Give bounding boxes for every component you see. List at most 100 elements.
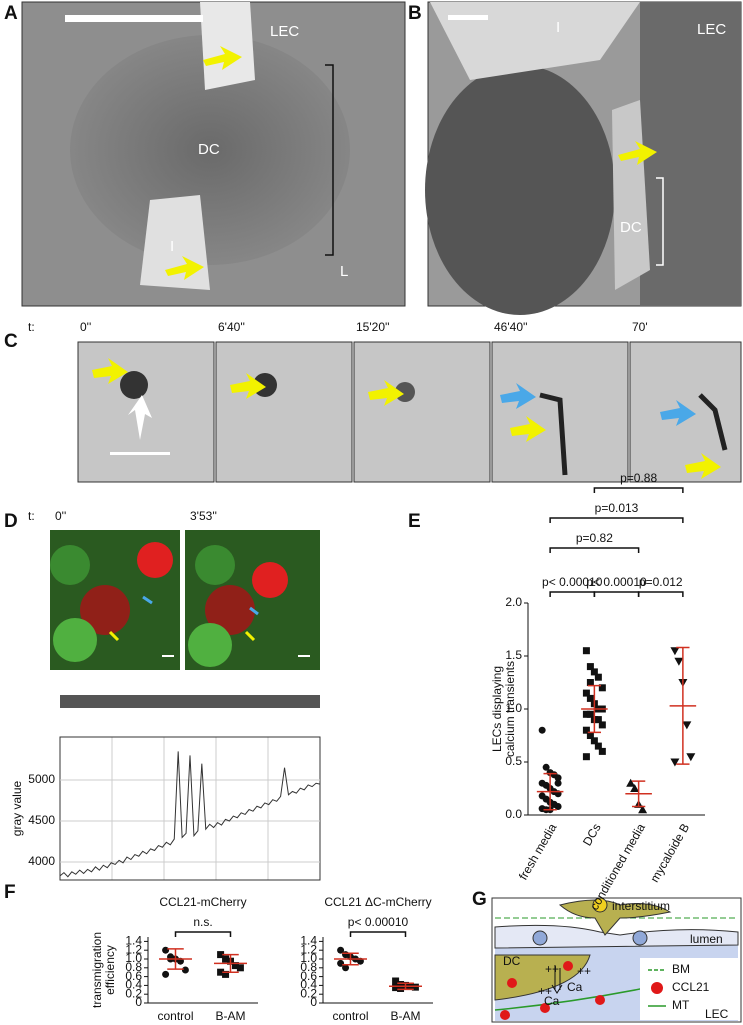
bracket	[593, 487, 684, 493]
plot-frame	[59, 736, 321, 881]
bracket	[549, 517, 684, 523]
point	[236, 964, 244, 972]
time-prefix: t:	[28, 320, 35, 334]
point	[686, 753, 696, 762]
x-tick-label: control	[157, 1009, 193, 1023]
panel-label: G	[472, 889, 487, 910]
y-axis-label: calcium transients	[503, 661, 517, 757]
point	[582, 689, 590, 697]
time-label: 6'40''	[218, 320, 245, 334]
line	[59, 751, 321, 878]
x-tick-label: control	[332, 1009, 368, 1023]
annotation: lumen	[690, 932, 723, 946]
y-tick-label: 1.2	[125, 942, 142, 956]
y-tick-label: 0.4	[300, 978, 317, 992]
annotation: CCL21	[672, 980, 710, 994]
point	[586, 710, 594, 718]
point	[594, 673, 602, 681]
x-tick-label: DCs	[580, 821, 604, 848]
y-tick-label: 0.8	[125, 960, 142, 974]
schematic	[491, 897, 742, 1023]
point	[674, 657, 684, 666]
gap	[140, 195, 210, 290]
panel-label: B	[408, 3, 422, 24]
point	[594, 742, 602, 750]
arrows	[165, 46, 657, 280]
p-value: p< 0.00010	[542, 575, 603, 589]
point	[542, 763, 550, 771]
annotation: interstitium	[612, 899, 670, 913]
annotation: L	[340, 263, 348, 280]
point	[586, 663, 594, 671]
cell	[70, 35, 350, 265]
point	[630, 784, 640, 792]
y-tick-label: 0.4	[125, 978, 142, 992]
p-value: p< 0.00010	[586, 575, 647, 589]
y-tick-label: 1.5	[505, 648, 522, 662]
annotation: DC	[620, 219, 642, 236]
gap	[200, 2, 255, 90]
point	[582, 710, 590, 718]
annotation: MT	[672, 998, 690, 1012]
bracket	[549, 547, 640, 553]
annotation: I	[170, 238, 174, 255]
fluorescence	[50, 530, 320, 708]
annotation: LEC	[697, 21, 726, 38]
point	[582, 647, 590, 655]
annotation: Ca	[567, 980, 583, 994]
bracket	[656, 177, 664, 266]
error-bar	[543, 772, 557, 811]
x-tick-label: B-AM	[391, 1009, 421, 1023]
panel-label: D	[4, 511, 18, 532]
p-value: p=0.82	[576, 531, 613, 545]
x-tick-label: fresh media	[516, 821, 560, 883]
annotation: I	[556, 19, 560, 36]
p-value: p=0.88	[620, 471, 657, 485]
annotation: BM	[672, 962, 690, 976]
y-tick-label: 2.0	[505, 595, 522, 609]
bracket	[549, 591, 596, 597]
point	[594, 716, 602, 724]
point	[626, 778, 636, 787]
x-tick-label: mycaloide B	[647, 821, 692, 885]
cell	[640, 2, 741, 306]
chart-title: CCL21 ΔC-mCherry	[324, 895, 431, 909]
bracket	[325, 64, 334, 256]
y-tick-label: 1.2	[300, 942, 317, 956]
point	[222, 955, 230, 963]
point	[682, 721, 692, 730]
time-prefix: t:	[28, 509, 35, 523]
point	[670, 758, 680, 767]
point	[670, 647, 680, 656]
point	[162, 970, 170, 978]
y-axis-label: transmigration	[90, 932, 104, 1008]
error-bar	[676, 646, 690, 765]
annotation: ++	[545, 962, 559, 976]
time-label: 3'53''	[190, 509, 217, 523]
point	[181, 966, 189, 974]
p-value: p< 0.00010	[348, 915, 409, 929]
error-bar	[342, 952, 359, 966]
y-tick-label: 0.6	[300, 969, 317, 983]
scale-bar	[448, 15, 488, 20]
point	[538, 726, 546, 734]
timelapse	[77, 341, 742, 483]
arrows	[92, 358, 721, 479]
y-tick-label: 0.2	[300, 986, 317, 1000]
error-bar	[631, 780, 646, 808]
y-tick-label: 1.0	[505, 701, 522, 715]
panel-label: C	[4, 331, 18, 352]
y-tick-label: 1.0	[125, 951, 142, 965]
point	[411, 983, 419, 991]
error-bar	[397, 982, 414, 991]
p-value: p=0.012	[639, 575, 683, 589]
x-tick-label: B-AM	[216, 1009, 246, 1023]
point	[342, 964, 350, 972]
point	[590, 668, 598, 676]
panel-label: A	[4, 3, 18, 24]
y-tick-label: 0.5	[505, 754, 522, 768]
point	[586, 694, 594, 702]
bracket	[349, 931, 407, 937]
gap	[430, 2, 640, 80]
